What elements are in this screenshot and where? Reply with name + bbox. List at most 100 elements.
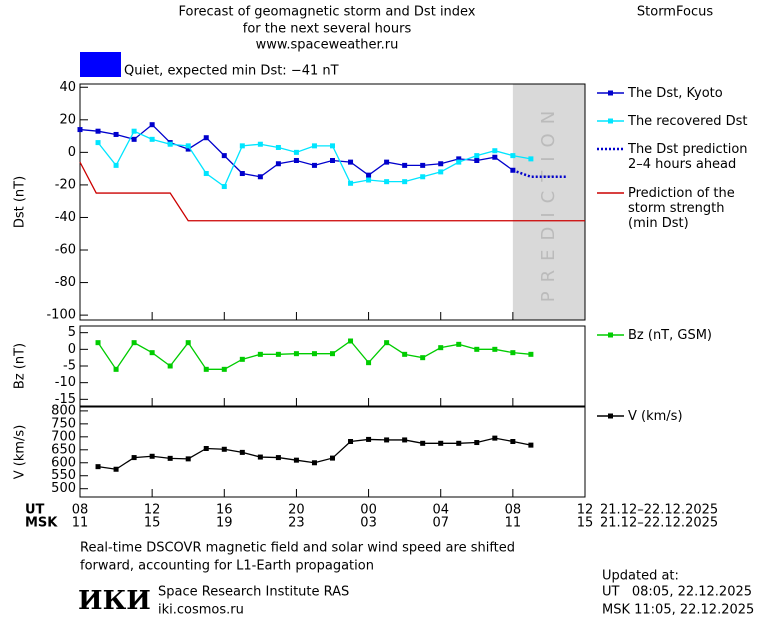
x-tick-label: 04	[432, 503, 449, 518]
data-point	[474, 346, 480, 352]
status-swatch	[80, 52, 121, 77]
data-point	[492, 154, 498, 160]
data-point	[203, 135, 209, 141]
data-point	[95, 340, 101, 346]
data-point	[402, 162, 408, 168]
site-url: www.spaceweather.ru	[256, 38, 399, 53]
plot-frame	[79, 325, 586, 407]
data-point	[95, 464, 101, 470]
data-point	[438, 169, 444, 175]
msk-label: MSK	[25, 516, 58, 531]
data-point	[528, 156, 534, 162]
legend-marker	[608, 332, 613, 338]
data-point	[185, 143, 191, 149]
data-point	[311, 460, 317, 466]
y-tick-label: 600	[51, 455, 76, 470]
data-point	[366, 436, 372, 442]
data-point	[131, 128, 137, 134]
y-tick-label: 650	[51, 442, 76, 457]
legend-label: Prediction of the storm strength (min Dst)	[628, 186, 735, 231]
legend-marker	[608, 413, 613, 419]
data-point	[456, 341, 462, 347]
x-tick-label: 15	[577, 516, 594, 531]
data-point	[221, 446, 227, 452]
data-point	[113, 366, 119, 372]
brand: StormFocus	[637, 5, 713, 20]
y-tick-label: -10	[55, 375, 76, 390]
data-point	[239, 449, 245, 455]
data-point	[149, 136, 155, 142]
data-point	[330, 157, 335, 163]
data-point	[402, 351, 408, 357]
legend-label: The Dst prediction 2–4 hours ahead	[627, 142, 748, 172]
data-point	[330, 143, 335, 149]
data-point	[131, 136, 137, 142]
x-tick-label: 15	[144, 516, 161, 531]
y-tick-label: 0	[68, 342, 76, 357]
institute: Space Research Institute RAS	[158, 585, 349, 600]
data-point	[203, 445, 209, 451]
title: Forecast of geomagnetic storm and Dst in…	[178, 5, 475, 20]
plot-frame	[79, 83, 586, 321]
data-point	[95, 140, 101, 146]
updated: MSK 11:05, 22.12.2025	[602, 603, 754, 618]
logo: ИКИ	[78, 586, 151, 616]
status-text: Quiet, expected min Dst: −41 nT	[124, 64, 339, 79]
series-line	[512, 169, 567, 179]
x-tick-label: 19	[216, 516, 233, 531]
data-point	[330, 455, 335, 461]
x-tick-label: 20	[288, 503, 305, 518]
data-point	[492, 435, 498, 441]
data-point	[239, 143, 245, 149]
data-point	[510, 153, 516, 159]
data-point	[203, 171, 209, 177]
data-point	[366, 172, 372, 178]
data-point	[185, 340, 191, 346]
data-point	[185, 146, 191, 152]
data-point	[203, 366, 209, 372]
data-point	[77, 127, 83, 133]
y-tick-label: 40	[59, 80, 76, 95]
data-point	[384, 437, 390, 443]
updated: Updated at:	[602, 569, 679, 584]
legend-label: V (km/s)	[628, 409, 683, 424]
data-point	[510, 350, 516, 356]
y-tick-label: 750	[51, 416, 76, 431]
y-axis-label: Bz (nT)	[13, 343, 28, 389]
data-point	[474, 157, 480, 163]
data-point	[348, 159, 354, 165]
data-point	[438, 345, 444, 351]
data-point	[348, 180, 354, 186]
y-tick-label: 5	[68, 325, 76, 340]
data-point	[311, 351, 317, 357]
ut-dates: 21.12–22.12.2025	[600, 503, 718, 518]
data-point	[311, 143, 317, 149]
data-point	[311, 162, 317, 168]
data-point	[384, 179, 390, 185]
data-point	[275, 351, 281, 357]
data-point	[257, 351, 263, 357]
data-point	[510, 438, 516, 444]
y-tick-label: -40	[55, 210, 76, 225]
y-axis-label: Dst (nT)	[13, 176, 28, 228]
data-point	[384, 340, 390, 346]
data-point	[402, 437, 408, 443]
data-point	[167, 363, 173, 369]
data-point	[402, 179, 408, 185]
data-point	[528, 351, 534, 357]
updated: UT 08:05, 22.12.2025	[602, 585, 752, 600]
data-point	[348, 438, 354, 444]
x-tick-label: 08	[72, 503, 89, 518]
data-point	[275, 455, 281, 461]
site: iki.cosmos.ru	[158, 603, 244, 618]
y-tick-label: 800	[51, 403, 76, 418]
y-tick-label: -20	[55, 177, 76, 192]
ut-label: UT	[25, 503, 45, 518]
y-tick-label: -100	[46, 308, 76, 323]
data-point	[167, 455, 173, 461]
data-point	[149, 350, 155, 356]
data-point	[167, 141, 173, 147]
data-point	[149, 453, 155, 459]
series-line	[79, 161, 585, 222]
